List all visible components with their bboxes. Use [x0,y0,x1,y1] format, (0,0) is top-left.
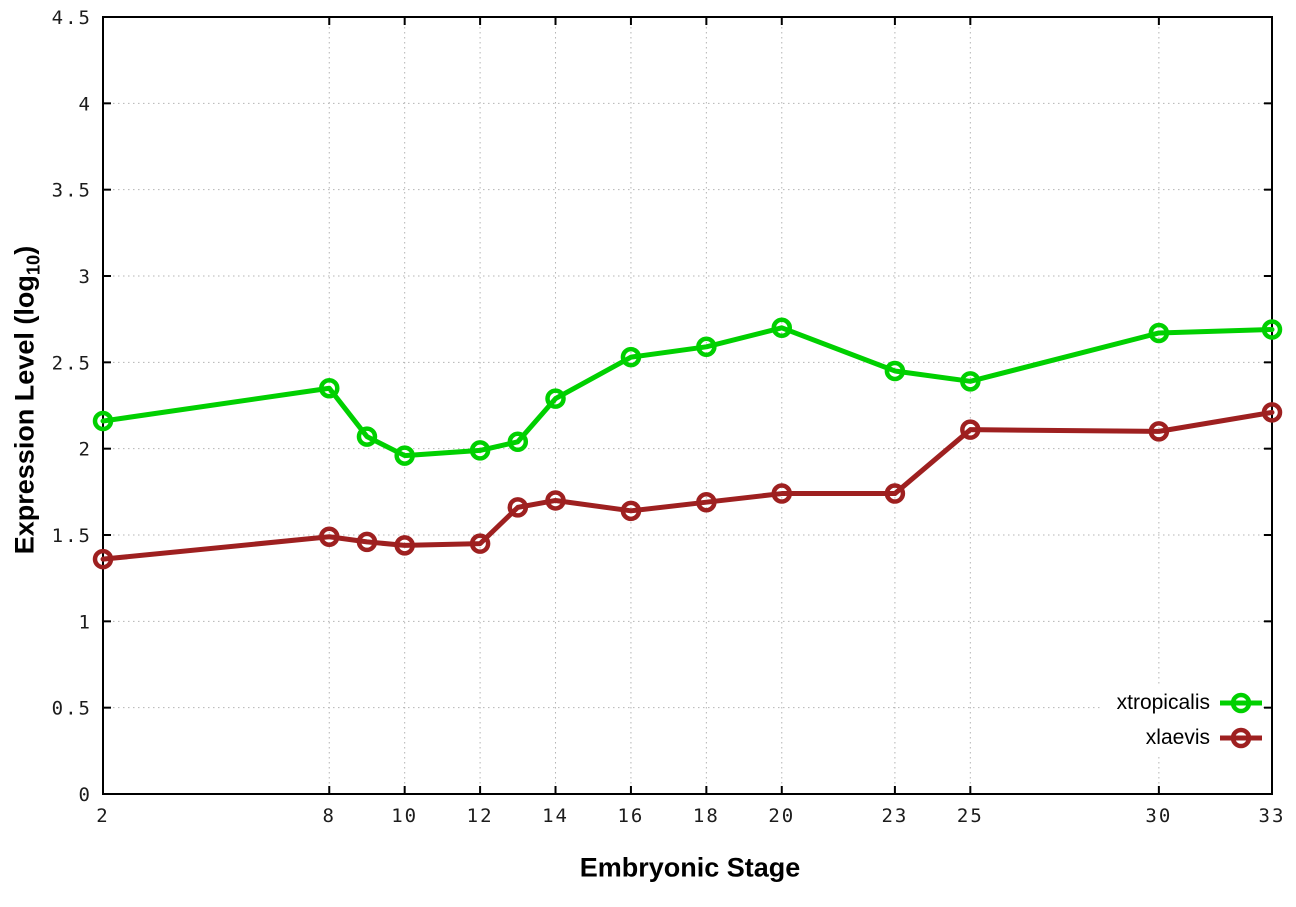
x-tick-label: 30 [1145,805,1172,827]
data-point-xlaevis [960,419,981,440]
legend-entry-xlaevis: xlaevis [1117,720,1262,755]
data-point-xlaevis [319,526,340,547]
data-point-xtropicalis [507,431,529,453]
y-axis-label-subscript: 10 [22,254,44,276]
data-point-xtropicalis [545,388,566,409]
y-tick-label: 0 [79,784,92,806]
y-tick-label: 2.5 [52,352,92,374]
y-axis-label-suffix: ) [9,245,40,255]
legend-label-xtropicalis: xtropicalis [1116,690,1210,714]
data-point-xtropicalis [960,371,981,392]
data-point-xlaevis [884,483,906,504]
x-tick-label: 20 [768,805,795,827]
legend-marker-xlaevis [1220,727,1262,748]
data-point-xtropicalis [356,426,378,447]
data-point-xlaevis [696,491,717,513]
x-tick-label: 2 [96,805,109,827]
data-point-xtropicalis [1261,319,1283,340]
data-point-xtropicalis [696,336,717,358]
y-tick-label: 0.5 [52,698,92,720]
data-point-xlaevis [92,548,114,570]
y-tick-label: 3 [79,266,92,288]
x-tick-label: 14 [542,805,569,827]
x-tick-label: 25 [957,805,984,827]
data-point-xlaevis [469,533,491,554]
series-line-xlaevis [100,409,1275,562]
x-tick-label: 33 [1259,805,1286,827]
y-tick-label: 1 [79,611,92,633]
data-point-xtropicalis [92,410,114,432]
x-tick-label: 8 [323,805,336,827]
x-axis-label: Embryonic Stage [579,852,801,883]
y-tick-label: 4.5 [52,7,92,29]
data-point-xlaevis [545,490,566,511]
x-tick-label: 23 [881,805,908,827]
data-point-xtropicalis [469,440,491,461]
x-tick-label: 12 [467,805,494,827]
data-point-xlaevis [507,497,529,518]
y-tick-label: 3.5 [52,180,92,202]
legend-sample-circle [1230,727,1252,748]
legend-label-xlaevis: xlaevis [1145,725,1210,749]
x-tick-label: 16 [617,805,644,827]
data-point-xtropicalis [620,346,642,368]
data-point-xlaevis [394,535,415,556]
data-point-xlaevis [771,483,793,504]
y-axis-label-text: Expression Level (log [9,275,40,555]
data-point-xtropicalis [771,317,793,339]
legend-sample-circle [1230,692,1252,713]
legend: xtropicalis xlaevis [1102,685,1262,755]
x-tick-label: 18 [693,805,720,827]
series-line-xtropicalis [100,325,1275,459]
legend-marker-xtropicalis [1220,692,1262,713]
data-point-xlaevis [620,500,642,522]
data-point-xtropicalis [884,360,906,382]
y-tick-label: 4 [79,93,92,115]
data-point-xlaevis [356,531,378,553]
data-point-xlaevis [1261,402,1283,423]
data-point-xlaevis [1148,421,1170,442]
data-point-xtropicalis [1148,322,1170,344]
data-point-xtropicalis [394,445,415,466]
plot-border [102,16,1273,795]
x-tick-label: 10 [391,805,418,827]
legend-entry-xtropicalis: xtropicalis [1117,685,1262,720]
data-point-xtropicalis [319,377,340,399]
y-tick-label: 1.5 [52,525,92,547]
y-axis-label: Expression Level (log10) [9,246,44,555]
y-tick-label: 2 [79,439,92,461]
